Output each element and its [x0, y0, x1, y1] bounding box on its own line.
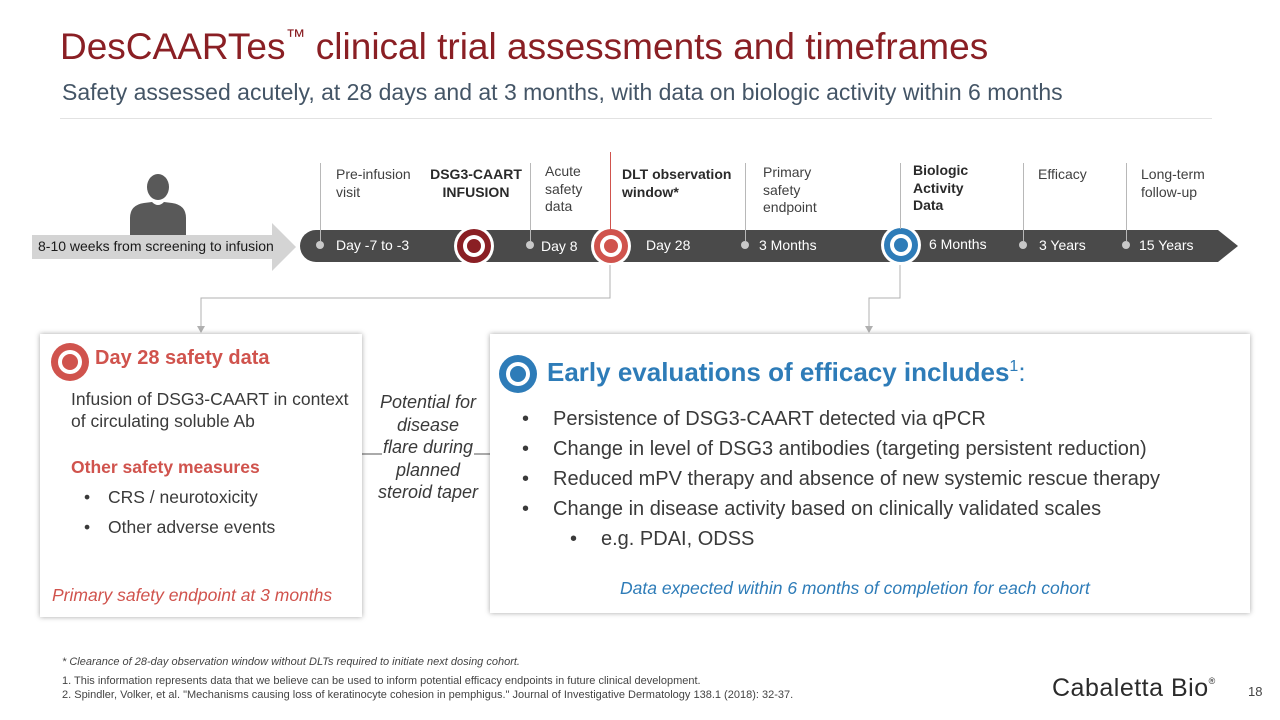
other-safety-title: Other safety measures	[71, 457, 260, 477]
footnote-ref: 1	[1009, 358, 1019, 375]
timeline-label-day8: Day 8	[541, 238, 578, 254]
biologic-target-icon	[881, 225, 921, 265]
page-subtitle: Safety assessed acutely, at 28 days and …	[62, 79, 1063, 105]
dlt-target-icon	[591, 226, 631, 266]
milestone-line	[1023, 163, 1024, 241]
efficacy-footer: Data expected within 6 months of complet…	[620, 578, 1090, 598]
footnote-1: 1. This information represents data that…	[62, 675, 701, 687]
title-divider	[60, 118, 1212, 119]
milestone-efficacy: Efficacy	[1038, 166, 1087, 182]
safety-target-icon	[51, 343, 89, 381]
person-silhouette-icon	[130, 174, 186, 242]
efficacy-panel	[490, 334, 1250, 613]
day28-safety-description: Infusion of DSG3-CAART in context of cir…	[71, 389, 349, 431]
milestone-long-term: Long-term follow-up	[1141, 166, 1205, 200]
efficacy-target-icon	[499, 355, 537, 393]
milestone-biologic-activity: Biologic Activity Data	[913, 162, 969, 213]
cabaletta-bio-logo: Cabaletta Bio®	[1052, 674, 1216, 702]
milestone-primary-safety: Primary safety endpoint	[763, 164, 817, 215]
timeline-bar	[300, 230, 1238, 262]
infusion-target-icon	[454, 226, 494, 266]
timeline-label-3-months: 3 Months	[759, 237, 817, 253]
list-item: • CRS / neurotoxicity	[84, 487, 258, 507]
footnote-star: * Clearance of 28-day observation window…	[62, 656, 520, 668]
milestone-line	[530, 163, 531, 241]
milestone-line	[1126, 163, 1127, 241]
milestone-line	[320, 163, 321, 241]
list-item: • Persistence of DSG3-CAART detected via …	[522, 408, 986, 430]
milestone-acute-safety: Acute safety data	[545, 163, 583, 214]
list-item: • Change in disease activity based on cli…	[522, 498, 1102, 520]
efficacy-title: Early evaluations of efficacy includes1:	[547, 357, 1026, 387]
timeline-label-day-minus7: Day -7 to -3	[336, 237, 410, 253]
list-item: • Reduced mPV therapy and absence of new …	[522, 468, 1160, 490]
trademark-mark: ™	[285, 26, 306, 48]
milestone-line-dlt	[610, 152, 611, 230]
timeline-label-15-years: 15 Years	[1139, 237, 1194, 253]
milestone-line	[745, 163, 746, 241]
milestone-infusion: DSG3-CAART INFUSION	[430, 166, 522, 200]
disease-flare-note: Potential for disease flare during plann…	[377, 392, 479, 502]
timeline-label-day28: Day 28	[646, 237, 691, 253]
page-title: DesCAARTes™ clinical trial assessments a…	[60, 26, 989, 67]
milestone-pre-infusion: Pre-infusion visit	[336, 166, 411, 200]
list-item: • e.g. PDAI, ODSS	[570, 528, 755, 550]
timeline-label-6-months: 6 Months	[929, 236, 987, 252]
page-number: 18	[1248, 684, 1263, 699]
screening-arrow	[32, 223, 296, 271]
primary-safety-footer: Primary safety endpoint at 3 months	[52, 585, 333, 605]
list-item: • Other adverse events	[84, 517, 276, 537]
day28-safety-panel	[40, 334, 362, 617]
day28-safety-title: Day 28 safety data	[95, 347, 270, 369]
list-item: • Change in level of DSG3 antibodies (tar…	[522, 438, 1147, 460]
timeline-label-3-years: 3 Years	[1039, 237, 1086, 253]
milestone-line	[900, 163, 901, 229]
milestone-dlt-window: DLT observation window*	[622, 166, 732, 200]
screening-label: 8-10 weeks from screening to infusion	[38, 238, 274, 254]
footnote-2: 2. Spindler, Volker, et al. "Mechanisms …	[62, 689, 794, 701]
